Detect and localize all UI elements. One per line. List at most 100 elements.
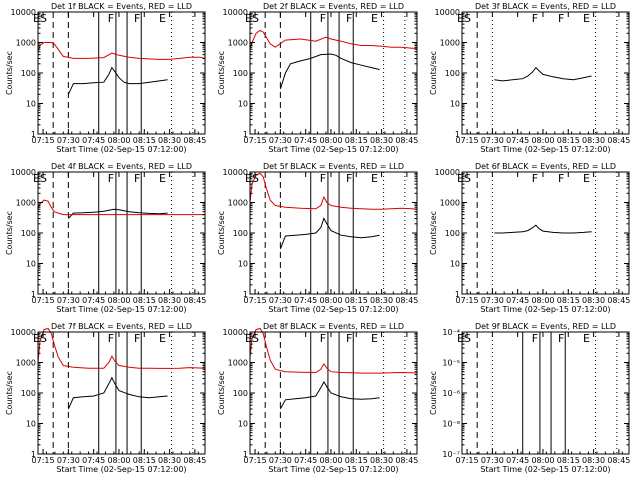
x-tick-label: 07:45 [294, 296, 317, 305]
chart-panel-2: Det 2f BLACK = Events, RED = LLDESFFE110… [217, 2, 418, 154]
plot-frame [37, 171, 206, 295]
x-axis-label: Start Time (02-Sep-15 07:12:00) [56, 305, 186, 314]
y-tick-label: 100 [445, 69, 460, 78]
x-axis-label: Start Time (02-Sep-15 07:12:00) [480, 145, 610, 154]
plot-frame [461, 11, 630, 135]
event-marker-label: F [558, 172, 564, 185]
x-tick-label: 08:15 [345, 456, 368, 465]
series-line-lld [37, 327, 206, 369]
event-marker-label: F [134, 172, 140, 185]
y-tick-label: 1000 [228, 199, 248, 208]
y-tick-label: 100 [233, 69, 248, 78]
y-axis-label: Counts/sec [5, 371, 14, 415]
chart-title: Det 4f BLACK = Events, RED = LLD [51, 162, 192, 171]
x-tick-label: 08:15 [557, 456, 580, 465]
x-tick-label: 07:15 [32, 136, 55, 145]
x-tick-label: 08:30 [582, 456, 605, 465]
y-axis-label: Counts/sec [217, 211, 226, 255]
event-marker-label: F [320, 12, 326, 25]
event-marker-label: E [583, 172, 590, 185]
x-tick-label: 07:30 [269, 136, 292, 145]
chart-title: Det 3f BLACK = Events, RED = LLD [475, 2, 616, 11]
series-line-events [68, 208, 168, 219]
event-marker-label: F [108, 332, 114, 345]
x-tick-label: 08:30 [582, 296, 605, 305]
chart-panel-1: Det 1f BLACK = Events, RED = LLDESFFE110… [5, 2, 206, 154]
series-line-events [494, 66, 592, 82]
x-tick-label: 07:15 [456, 296, 479, 305]
x-tick-label: 08:30 [582, 136, 605, 145]
y-axis-label: Counts/sec [429, 211, 438, 255]
x-tick-label: 08:00 [319, 296, 342, 305]
y-tick-label: 10000 [223, 8, 248, 17]
x-tick-label: 07:30 [481, 456, 504, 465]
series-line-lld [37, 199, 205, 216]
y-tick-label: 10 [238, 100, 248, 109]
event-marker-label: F [346, 332, 352, 345]
chart-title: Det 5f BLACK = Events, RED = LLD [263, 162, 404, 171]
event-marker-label: F [320, 172, 326, 185]
y-tick-label: 10000 [435, 8, 460, 17]
y-tick-label: 1 [455, 290, 460, 299]
y-axis-label: Counts/sec [429, 51, 438, 95]
x-tick-label: 08:00 [107, 296, 130, 305]
x-tick-label: 08:00 [531, 296, 554, 305]
plot-frame [37, 331, 206, 455]
x-tick-label: 08:30 [158, 136, 181, 145]
y-tick-label: 1000 [228, 359, 248, 368]
x-tick-label: 07:45 [506, 296, 529, 305]
chart-panel-5: Det 5f BLACK = Events, RED = LLDESFFE110… [217, 162, 418, 314]
x-tick-label: 08:45 [607, 456, 630, 465]
event-marker-label: F [108, 12, 114, 25]
x-axis-label: Start Time (02-Sep-15 07:12:00) [268, 305, 398, 314]
series-line-events [67, 376, 168, 410]
x-tick-label: 08:15 [345, 296, 368, 305]
y-tick-label: 10 [26, 100, 36, 109]
x-tick-label: 08:00 [107, 456, 130, 465]
y-tick-label: 10000 [11, 328, 36, 337]
y-tick-label: 10000 [11, 8, 36, 17]
x-tick-label: 08:30 [158, 296, 181, 305]
x-tick-label: 07:45 [82, 296, 105, 305]
y-tick-label: 10 [450, 100, 460, 109]
x-axis-label: Start Time (02-Sep-15 07:12:00) [480, 465, 610, 474]
plot-frame [249, 11, 418, 135]
event-marker-label: E [159, 172, 166, 185]
y-tick-label: 100 [21, 229, 36, 238]
y-tick-label: 1000 [16, 39, 36, 48]
x-tick-label: 08:45 [395, 456, 418, 465]
event-marker-label: F [346, 172, 352, 185]
y-tick-label: 1 [31, 290, 36, 299]
chart-panel-8: Det 8f BLACK = Events, RED = LLDESFFE110… [217, 322, 418, 474]
series-line-events [279, 217, 380, 250]
x-tick-label: 08:15 [345, 136, 368, 145]
event-marker-label: E [159, 12, 166, 25]
y-axis-label: Counts/sec [429, 371, 438, 415]
x-tick-label: 08:00 [107, 136, 130, 145]
chart-title: Det 8f BLACK = Events, RED = LLD [263, 322, 404, 331]
x-tick-label: 08:15 [133, 136, 156, 145]
x-axis-label: Start Time (02-Sep-15 07:12:00) [480, 305, 610, 314]
event-marker-label: F [108, 172, 114, 185]
series-line-events [67, 66, 168, 95]
x-tick-label: 08:45 [607, 136, 630, 145]
event-marker-label: F [558, 332, 564, 345]
y-tick-label: 10 [26, 260, 36, 269]
y-axis-label: Counts/sec [5, 51, 14, 95]
y-tick-label: 1000 [440, 199, 460, 208]
y-tick-label: 1 [243, 450, 248, 459]
plot-frame [461, 171, 630, 295]
chart-panel-6: Det 6f BLACK = Events, RED = LLDESFFE110… [429, 162, 630, 314]
x-tick-label: 07:45 [82, 136, 105, 145]
y-tick-label: 10⁻⁴ [442, 328, 460, 337]
y-tick-label: 10 [450, 260, 460, 269]
y-tick-label: 100 [21, 69, 36, 78]
x-tick-label: 07:30 [57, 456, 80, 465]
event-marker-label: F [532, 12, 538, 25]
y-tick-label: 10⁻⁵ [442, 359, 460, 368]
x-tick-label: 08:30 [370, 456, 393, 465]
event-marker-label: E [159, 332, 166, 345]
y-tick-label: 10⁻⁶ [442, 389, 460, 398]
x-tick-label: 07:15 [456, 456, 479, 465]
